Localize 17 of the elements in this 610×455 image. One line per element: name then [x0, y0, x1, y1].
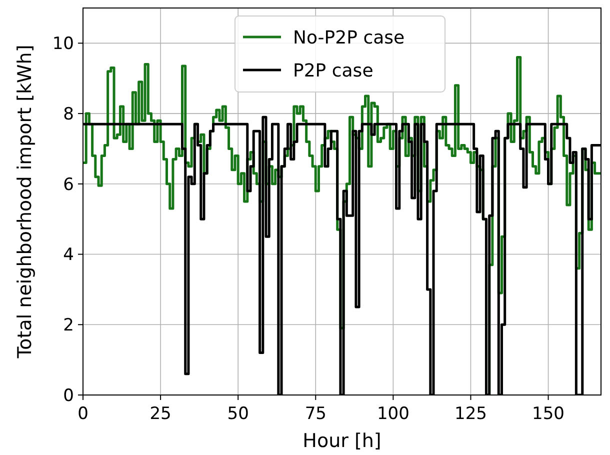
y-tick-label: 2 — [63, 316, 74, 336]
y-tick-label: 8 — [63, 104, 74, 124]
x-tick-label: 150 — [532, 404, 564, 424]
y-axis-title: Total neighborhood import [kWh] — [14, 44, 36, 360]
y-tick-label: 4 — [63, 245, 74, 266]
x-tick-label: 100 — [376, 404, 410, 424]
x-tick-label: 125 — [454, 404, 487, 424]
x-axis-title: Hour [h] — [302, 430, 382, 452]
x-tick-label: 50 — [227, 404, 249, 424]
y-tick-label: 6 — [63, 174, 74, 195]
legend-label: No-P2P case — [293, 27, 405, 48]
y-tick-label: 10 — [52, 34, 74, 54]
x-tick-label: 25 — [150, 404, 172, 424]
legend-label: P2P case — [293, 60, 374, 82]
y-tick-label: 0 — [63, 386, 74, 406]
x-tick-label: 0 — [78, 404, 88, 424]
x-tick-label: 75 — [304, 404, 326, 424]
